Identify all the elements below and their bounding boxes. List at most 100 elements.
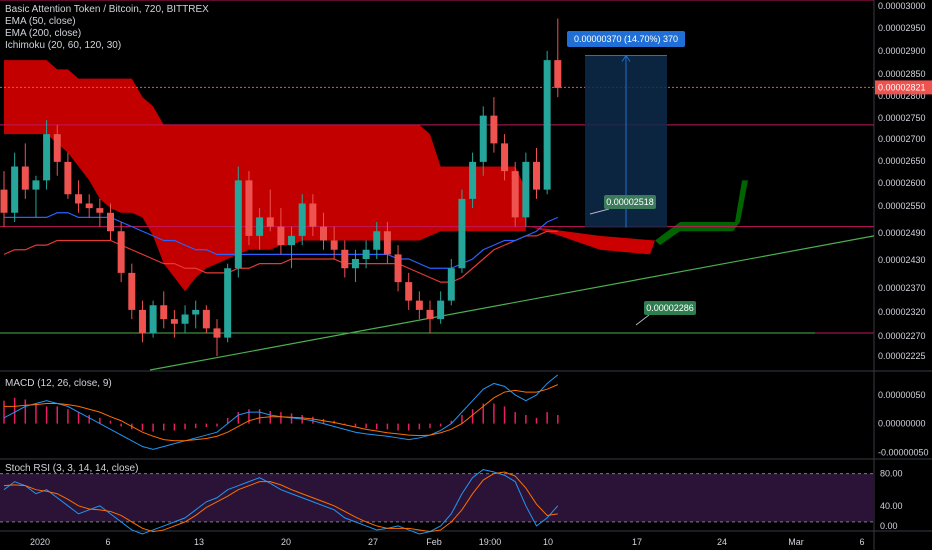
candle — [224, 263, 232, 343]
candle — [149, 300, 157, 338]
candle — [64, 152, 72, 199]
candle-body — [309, 203, 317, 227]
stoch-axis-label: 40.00 — [880, 501, 903, 511]
candle-body — [341, 249, 349, 269]
time-axis-label: 6 — [859, 537, 864, 547]
candle — [192, 300, 200, 329]
time-axis-label: 24 — [717, 537, 727, 547]
candle — [138, 300, 146, 343]
candle — [96, 198, 104, 227]
price-axis-label: 0.00002800 — [878, 91, 926, 101]
candle — [85, 194, 93, 218]
candle-body — [501, 143, 509, 172]
price-axis-label: 0.00003000 — [878, 1, 926, 11]
candle — [394, 245, 402, 292]
candle — [373, 222, 381, 259]
candle-body — [437, 300, 445, 320]
candle-body — [288, 235, 296, 246]
candle — [213, 319, 221, 357]
price-axis-label: 0.00002650 — [878, 156, 926, 166]
candle — [490, 97, 498, 153]
candle-body — [426, 309, 434, 320]
time-axis-label: 27 — [368, 537, 378, 547]
candle-body — [96, 208, 104, 213]
candle-body — [405, 282, 413, 301]
candle-body — [21, 166, 29, 190]
candle-body — [394, 254, 402, 283]
candle-body — [479, 115, 487, 162]
candle-body — [0, 189, 8, 213]
candle-body — [32, 180, 40, 190]
price-axis-label: 0.00002490 — [878, 228, 926, 238]
candle-body — [522, 161, 530, 218]
price-axis-label: 0.00002270 — [878, 331, 926, 341]
candle — [447, 259, 455, 306]
current-price-value: 0.00002821 — [878, 82, 926, 92]
candle-body — [202, 309, 210, 329]
candle — [341, 240, 349, 278]
candle — [458, 189, 466, 273]
candle — [107, 203, 114, 241]
ascending-trendline — [149, 235, 875, 371]
candle — [351, 249, 359, 283]
price-axis-label: 0.00002225 — [878, 351, 926, 361]
candle-body — [256, 217, 264, 236]
price-axis-label: 0.00002550 — [878, 201, 926, 211]
candles — [0, 18, 562, 357]
candle-body — [64, 161, 72, 195]
candle — [160, 291, 168, 329]
candle-body — [362, 249, 370, 259]
candle-body — [447, 268, 455, 301]
candle-body — [373, 231, 381, 250]
price-axis-label: 0.00002850 — [878, 69, 926, 79]
candle — [554, 18, 562, 98]
candle — [0, 171, 8, 227]
macd-axis-label: 0.00000000 — [878, 419, 926, 429]
current-price-tag — [875, 80, 932, 95]
candle-body — [511, 171, 519, 218]
time-axis-label: 20 — [281, 537, 291, 547]
time-axis-label: Mar — [788, 537, 804, 547]
candle — [405, 272, 413, 310]
candle-body — [266, 217, 274, 227]
candle-body — [383, 231, 391, 255]
ema200-legend[interactable]: EMA (200, close) — [5, 28, 82, 39]
candle — [511, 161, 519, 227]
time-axis-label: 10 — [543, 537, 553, 547]
stoch-rsi-legend[interactable]: Stoch RSI (3, 3, 14, 14, close) — [5, 463, 139, 474]
candle — [75, 180, 83, 213]
macd-legend[interactable]: MACD (12, 26, close, 9) — [5, 378, 112, 389]
candle-body — [234, 180, 242, 269]
candle-body — [415, 300, 423, 310]
stoch-band — [0, 473, 874, 522]
candle — [469, 152, 477, 209]
candle — [298, 194, 306, 246]
candle-body — [85, 203, 93, 209]
annotation-label: 0.00002518 — [606, 197, 654, 207]
ema50-legend[interactable]: EMA (50, close) — [5, 16, 76, 27]
candle — [181, 305, 189, 333]
price-axis-label: 0.00002750 — [878, 113, 926, 123]
price-axis-label: 0.00002320 — [878, 307, 926, 317]
price-axis-label: 0.00002370 — [878, 283, 926, 293]
candle — [43, 120, 51, 190]
candle — [543, 50, 551, 195]
time-axis-label: 6 — [105, 537, 110, 547]
ichimoku-legend[interactable]: Ichimoku (20, 60, 120, 30) — [5, 40, 122, 51]
ichimoku-cloud-future-red — [530, 226, 655, 255]
candle — [256, 208, 264, 250]
measure-label-box — [567, 31, 685, 47]
annotation-label: 0.00002286 — [646, 303, 694, 313]
candle — [128, 263, 136, 320]
candle-body — [160, 305, 168, 320]
stoch-d-line — [3, 471, 558, 533]
time-axis-label: 19:00 — [479, 537, 502, 547]
candle — [266, 189, 274, 232]
time-axis-label: Feb — [426, 537, 442, 547]
candle-body — [245, 180, 253, 236]
ichimoku-cloud-red — [4, 60, 526, 292]
candle-body — [298, 203, 306, 236]
annotation-pointer — [635, 314, 650, 326]
candle — [415, 291, 423, 320]
